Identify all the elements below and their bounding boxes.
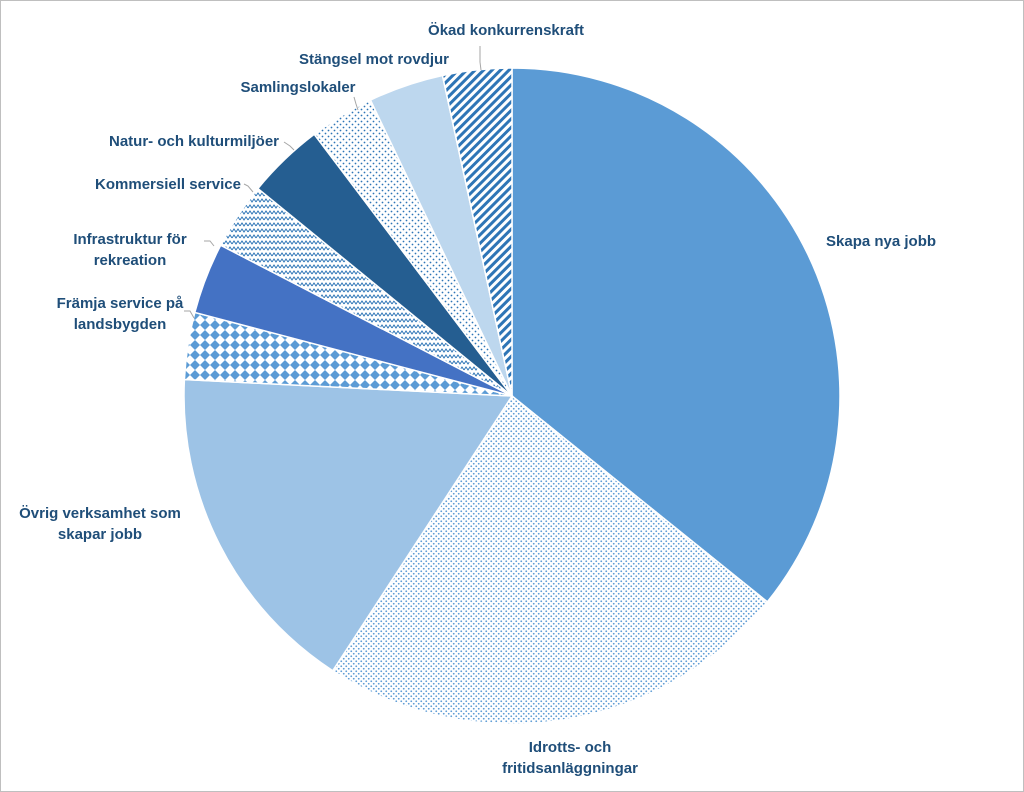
pie-slice-2 <box>331 394 769 725</box>
pie-slice-10 <box>441 67 513 397</box>
slice-label-6: Kommersiell service <box>95 176 241 193</box>
slice-label-10: Ökad konkurrenskraft <box>428 22 584 39</box>
slice-label-8: Samlingslokaler <box>240 79 355 96</box>
pie-slice-3 <box>183 378 514 672</box>
leader-lines <box>184 46 482 319</box>
slice-label-5: Infrastruktur för rekreation <box>73 231 187 269</box>
slice-labels: Skapa nya jobb Idrotts- och fritidsanläggn… <box>19 22 936 777</box>
slice-label-9: Stängsel mot rovdjur <box>299 51 449 68</box>
leader-line-4 <box>184 310 195 319</box>
leader-line-5 <box>204 240 215 247</box>
pie-slice-1 <box>511 67 841 603</box>
leader-line-10 <box>479 46 482 71</box>
pie-slices <box>183 67 841 725</box>
slice-label-1: Skapa nya jobb <box>826 233 936 250</box>
slice-label-2: Idrotts- och fritidsanläggningar <box>502 739 638 777</box>
slice-label-3: Övrig verksamhet som skapar jobb <box>19 505 181 543</box>
leader-line-8 <box>353 96 359 111</box>
leader-line-7 <box>283 141 295 151</box>
slice-label-7: Natur- och kulturmiljöer <box>109 133 279 150</box>
slice-label-4: Främja service på landsbygden <box>57 295 184 333</box>
leader-line-6 <box>243 183 254 193</box>
